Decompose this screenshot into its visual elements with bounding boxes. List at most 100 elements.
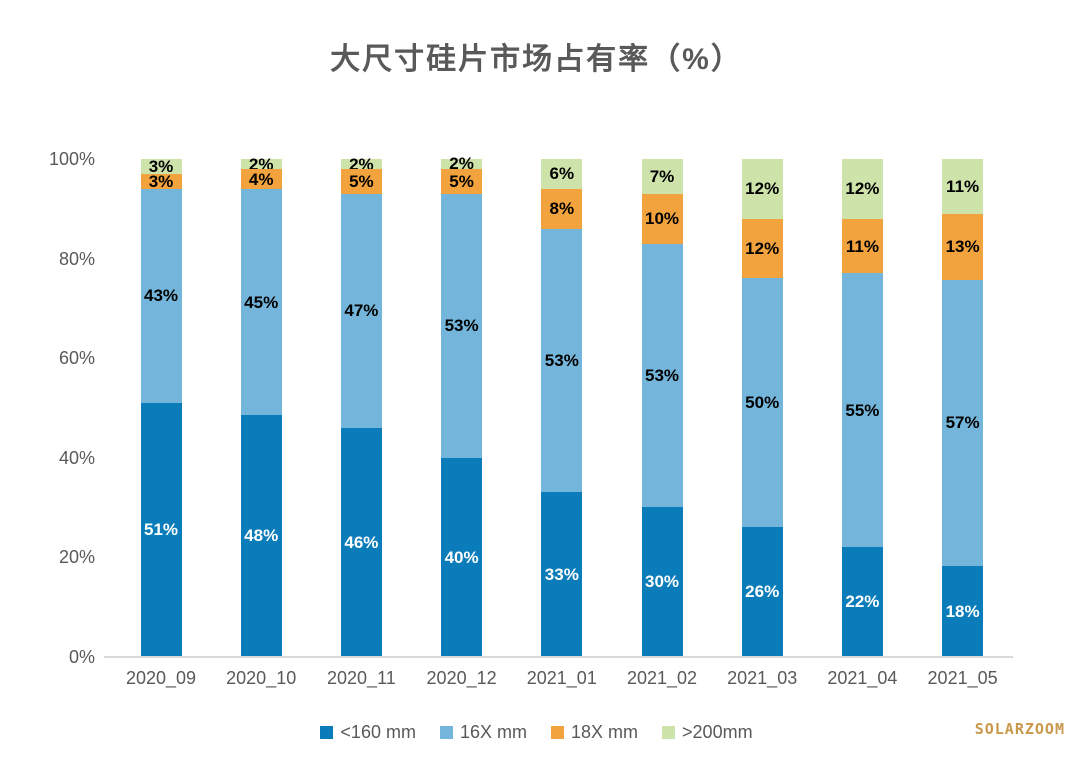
segment-value-label: 45%: [244, 292, 279, 312]
segment-value-label: 12%: [745, 179, 780, 199]
segment-value-label: 6%: [549, 164, 575, 184]
segment-value-label: 11%: [946, 177, 980, 197]
x-tick-label: 2020_09: [125, 668, 197, 688]
bar-segment: 26%: [741, 527, 783, 657]
bar-segment: 2%: [240, 156, 282, 173]
bar-segment: 12%: [741, 218, 783, 279]
segment-value-label: 3%: [148, 156, 174, 176]
segment-value-label: 2%: [449, 154, 474, 174]
bar-segment: 7%: [641, 159, 683, 194]
segment-value-label: 43%: [143, 286, 179, 306]
bar-segment: 45%: [240, 189, 282, 416]
x-tick-label: 2020_12: [426, 668, 497, 688]
bar-segment: 2%: [340, 156, 382, 173]
legend-label: 16X mm: [459, 722, 527, 742]
segment-value-label: 53%: [544, 350, 579, 370]
bar-segment: 22%: [841, 547, 883, 657]
legend-swatch-icon: [439, 726, 453, 739]
legend-item: <160 mm: [320, 722, 416, 743]
bar-segment: 13%: [942, 214, 984, 280]
bar-2021_02: 30% 53% 10% 7%: [641, 159, 683, 657]
x-tick-label: 2021_05: [927, 668, 998, 688]
segment-value-label: 48%: [244, 526, 279, 546]
legend-label: 18X mm: [571, 722, 639, 742]
segment-value-label: 55%: [845, 400, 880, 420]
bar-segment: 11%: [942, 159, 984, 215]
bar-segment: 50%: [741, 278, 783, 528]
bar-segment: 18%: [942, 566, 984, 657]
bar-segment: 4%: [240, 169, 282, 190]
segment-value-label: 18%: [945, 601, 980, 621]
segment-value-label: 4%: [248, 169, 274, 189]
bar-segment: 57%: [942, 279, 984, 567]
bar-segment: 6%: [541, 159, 583, 189]
y-tick-label: 0%: [68, 646, 95, 667]
segment-value-label: 2%: [248, 154, 274, 174]
y-tick-label: 60%: [58, 348, 95, 368]
segment-value-label: 7%: [649, 166, 675, 186]
segment-value-label: 47%: [344, 301, 379, 321]
bar-segment: 40%: [441, 457, 483, 657]
legend-swatch-icon: [662, 726, 676, 739]
segment-value-label: 13%: [945, 237, 980, 257]
bar-segment: 51%: [140, 402, 182, 657]
segment-value-label: 53%: [444, 316, 479, 336]
x-tick-label: 2021_02: [626, 668, 698, 688]
x-tick-label: 2020_11: [327, 668, 396, 688]
legend-label: <160 mm: [340, 722, 416, 742]
bar-2021_01: 33% 53% 8% 6%: [541, 159, 583, 657]
segment-value-label: 3%: [148, 171, 174, 191]
bar-2020_11: 46% 47% 5% 2%: [340, 156, 382, 657]
segment-value-label: 11%: [845, 236, 879, 256]
bar-segment: 12%: [841, 159, 883, 219]
bar-segment: 3%: [140, 171, 182, 191]
bar-segment: 53%: [641, 243, 683, 508]
bar-2020_10: 48% 45% 4% 2%: [240, 156, 282, 657]
segment-value-label: 51%: [143, 520, 179, 540]
x-axis-line: [104, 656, 1013, 658]
bar-segment: 43%: [140, 188, 182, 403]
bar-segment: 2%: [441, 155, 483, 172]
legend: <160 mm 16X mm 18X mm >200mm: [0, 722, 1073, 743]
y-tick-label: 20%: [58, 547, 95, 567]
bar-segment: 10%: [641, 193, 683, 244]
bar-2021_05: 18% 57% 13% 11%: [942, 159, 984, 657]
legend-label: >200mm: [682, 722, 753, 742]
chart-title: 大尺寸硅片市场占有率（%）: [330, 43, 743, 76]
bar-segment: 48%: [240, 415, 282, 657]
bar-2020_12: 40% 53% 5% 2%: [441, 155, 483, 657]
segment-value-label: 30%: [644, 572, 680, 592]
bar-segment: 5%: [441, 168, 483, 194]
legend-item: 16X mm: [439, 722, 527, 743]
bar-segment: 30%: [641, 507, 683, 657]
segment-value-label: 53%: [644, 365, 680, 385]
segment-value-label: 5%: [449, 171, 474, 191]
segment-value-label: 12%: [745, 239, 780, 259]
bar-2020_09: 51% 43% 3% 3%: [140, 156, 182, 657]
bar-segment: 55%: [841, 273, 883, 548]
bar-2021_03: 26% 50% 12% 12%: [741, 159, 783, 657]
legend-item: >200mm: [662, 722, 753, 743]
segment-value-label: 33%: [544, 564, 579, 584]
segment-value-label: 50%: [745, 393, 780, 413]
x-tick-label: 2020_10: [226, 668, 297, 688]
legend-swatch-icon: [320, 726, 334, 739]
watermark-logo: SOLARZOOM: [974, 720, 1065, 738]
bar-segment: 5%: [340, 168, 382, 194]
y-tick-label: 100%: [48, 149, 95, 169]
bar-segment: 53%: [441, 193, 483, 458]
segment-value-label: 46%: [344, 532, 379, 552]
legend-item: 18X mm: [551, 722, 638, 743]
y-tick-label: 40%: [58, 447, 95, 468]
segment-value-label: 26%: [745, 582, 780, 602]
segment-value-label: 10%: [644, 209, 680, 229]
segment-value-label: 8%: [549, 199, 575, 219]
x-tick-label: 2021_04: [827, 668, 898, 688]
bar-segment: 47%: [340, 193, 382, 428]
segment-value-label: 2%: [349, 154, 374, 174]
segment-value-label: 57%: [945, 413, 980, 433]
legend-swatch-icon: [551, 726, 564, 739]
segment-value-label: 40%: [444, 547, 479, 567]
y-tick-label: 80%: [58, 248, 95, 269]
